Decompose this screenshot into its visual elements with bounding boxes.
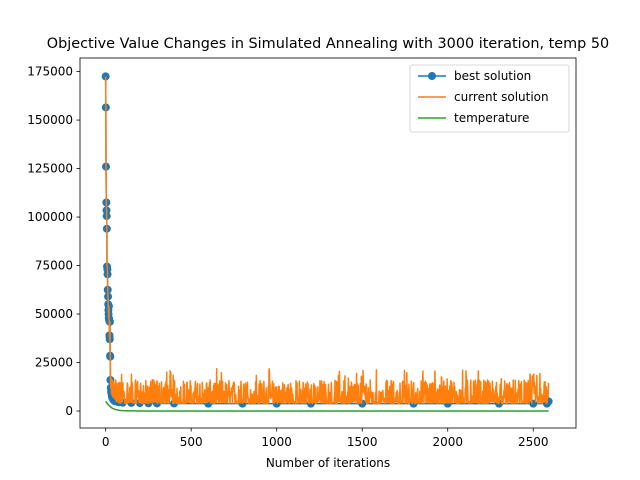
chart-title: Objective Value Changes in Simulated Ann… [47,36,609,52]
x-axis: 0 500 1000 1500 2000 2500 [102,428,549,449]
legend: best solution current solution temperatu… [409,64,570,133]
y-tick-label: 125000 [27,162,73,176]
x-tick-label: 2500 [518,435,549,449]
legend-label-current-solution: current solution [454,90,549,104]
y-tick-label: 25000 [35,356,73,370]
plot-frame [79,57,577,429]
x-tick-label: 0 [102,435,110,449]
y-axis: 0 25000 50000 75000 100000 125000 150000 175000 [27,65,80,418]
series-line-current-solution [104,76,550,405]
x-tick-label: 1000 [261,435,292,449]
x-axis-label: Number of iterations [266,456,390,470]
y-tick-label: 100000 [27,210,73,224]
legend-label-best-solution: best solution [454,69,531,83]
y-tick-label: 75000 [35,259,73,273]
y-tick-label: 0 [65,404,73,418]
x-tick-label: 500 [180,435,203,449]
x-tick-label: 2000 [432,435,463,449]
plot-area [79,57,577,429]
x-tick-label: 1500 [347,435,378,449]
legend-marker-best-solution [428,72,436,80]
y-tick-label: 175000 [27,65,73,79]
y-tick-label: 150000 [27,113,73,127]
legend-label-temperature: temperature [454,111,529,125]
legend-box [409,64,570,133]
series-layer [101,72,553,412]
series-line-temperature [105,400,549,412]
y-tick-label: 50000 [35,307,73,321]
